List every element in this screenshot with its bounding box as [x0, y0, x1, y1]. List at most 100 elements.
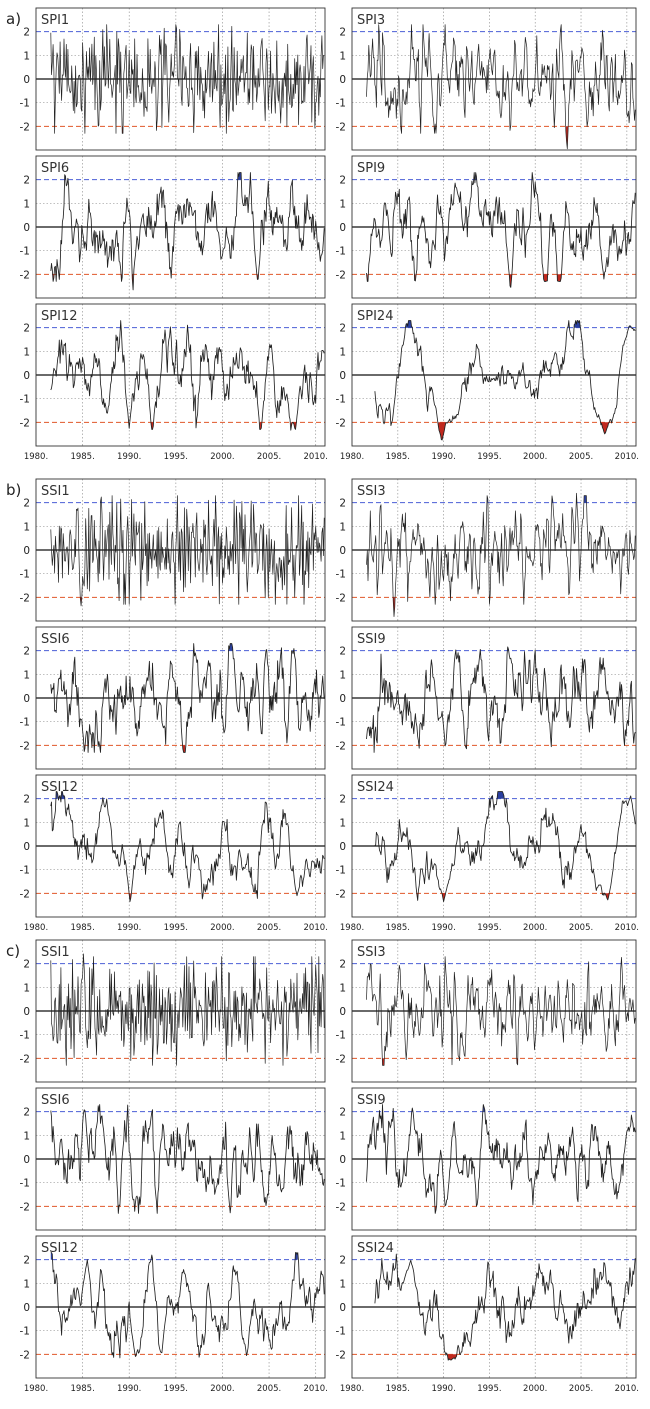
x-tick-label: 2005. [569, 923, 593, 933]
panel-frame [351, 1087, 637, 1231]
panel-frame [35, 1235, 326, 1379]
y-tick-label: 0 [23, 74, 30, 86]
panel-title: SPI12 [41, 309, 77, 324]
series-line [50, 953, 325, 1066]
group-label: c) [6, 942, 20, 960]
x-tick-label: 2005. [569, 452, 593, 462]
x-tick-label: 1985. [386, 923, 410, 933]
extreme-fill [557, 274, 562, 282]
panel-frame [351, 7, 637, 151]
y-tick-label: -2 [20, 1349, 30, 1361]
x-tick-label: 2010. [304, 452, 328, 462]
x-tick-label: 2005. [257, 923, 281, 933]
extreme-fill [238, 172, 242, 180]
series-line [366, 1104, 636, 1214]
x-tick-label: 1995. [164, 923, 188, 933]
y-tick-label: -1 [336, 1326, 346, 1338]
x-tick-label: 1980. [340, 1384, 364, 1394]
series-line [50, 172, 325, 291]
y-tick-label: -2 [20, 888, 30, 900]
x-tick-label: 2000. [523, 452, 547, 462]
panel-title: SSI24 [357, 1241, 394, 1256]
y-tick-label: 1 [23, 1278, 30, 1290]
extreme-fill [543, 274, 548, 282]
x-tick-label: 1985. [70, 923, 94, 933]
x-tick-label: 2005. [257, 1384, 281, 1394]
y-tick-label: -2 [336, 1349, 346, 1361]
y-tick-label: -2 [20, 417, 30, 429]
panel-title: SSI3 [357, 484, 386, 499]
y-tick-label: 2 [339, 646, 346, 658]
panel-ssi3: SSI3 -2 -1 0 1 2 [336, 939, 637, 1083]
x-tick-label: 2005. [569, 1384, 593, 1394]
panel-title: SSI1 [41, 484, 70, 499]
x-tick-label: 1980. [24, 452, 48, 462]
y-tick-label: -2 [336, 121, 346, 133]
y-tick-label: -1 [20, 569, 30, 581]
panel-title: SPI6 [41, 161, 69, 176]
group-label: b) [6, 481, 21, 499]
y-tick-label: 2 [23, 959, 30, 971]
panel-title: SSI9 [357, 632, 386, 647]
y-tick-label: 2 [339, 498, 346, 510]
panel-frame [35, 1087, 326, 1231]
panel-ssi9: SSI9 -2 -1 0 1 2 [336, 626, 637, 770]
panel-frame [35, 7, 326, 151]
panel-frame [351, 774, 637, 918]
y-tick-label: -1 [20, 1178, 30, 1190]
panel-title: SSI6 [41, 1093, 70, 1108]
extreme-fill [497, 791, 504, 799]
y-tick-label: 0 [23, 841, 30, 853]
y-tick-label: 1 [23, 817, 30, 829]
y-tick-label: -2 [336, 592, 346, 604]
x-tick-label: 1995. [477, 452, 501, 462]
y-tick-label: 2 [339, 1107, 346, 1119]
y-tick-label: 0 [23, 1006, 30, 1018]
x-tick-label: 2000. [523, 1384, 547, 1394]
y-tick-label: -1 [336, 569, 346, 581]
y-tick-label: -1 [336, 98, 346, 110]
panel-frame [35, 774, 326, 918]
x-tick-label: 1985. [386, 452, 410, 462]
panel-title: SSI6 [41, 632, 70, 647]
x-tick-label: 1995. [164, 452, 188, 462]
panel-ssi9: SSI9 -2 -1 0 1 2 [336, 1087, 637, 1231]
y-tick-label: 2 [23, 794, 30, 806]
series-line [366, 492, 636, 617]
y-tick-label: -2 [20, 269, 30, 281]
y-tick-label: 2 [23, 323, 30, 335]
panel-ssi12: SSI12 -2 -1 0 1 2 1980. 1985. 1990. 1995. 2000. 200… [20, 1235, 328, 1394]
y-tick-label: 2 [339, 1255, 346, 1267]
x-tick-label: 2000. [210, 1384, 234, 1394]
panel-title: SPI24 [357, 309, 393, 324]
y-tick-label: 0 [23, 222, 30, 234]
series-line [366, 956, 636, 1066]
y-tick-label: -1 [20, 98, 30, 110]
panel-ssi3: SSI3 -2 -1 0 1 2 [336, 478, 637, 622]
panel-title: SPI3 [357, 13, 385, 28]
panel-spi6: SPI6 -2 -1 0 1 2 [20, 155, 326, 299]
panel-frame [35, 939, 326, 1083]
x-tick-label: 2000. [210, 923, 234, 933]
x-tick-label: 1980. [24, 1384, 48, 1394]
y-tick-label: 2 [23, 175, 30, 187]
y-tick-label: 0 [23, 693, 30, 705]
panel-spi3: SPI3 -2 -1 0 1 2 [336, 7, 637, 151]
y-tick-label: 1 [339, 817, 346, 829]
panel-ssi6: SSI6 -2 -1 0 1 2 [20, 1087, 326, 1231]
x-tick-label: 1995. [477, 1384, 501, 1394]
y-tick-label: 1 [339, 1130, 346, 1142]
panel-frame [351, 939, 637, 1083]
y-tick-label: 2 [23, 498, 30, 510]
x-tick-label: 2000. [523, 923, 547, 933]
y-tick-label: 1 [339, 982, 346, 994]
series-line [50, 1252, 325, 1359]
panel-frame [351, 626, 637, 770]
y-tick-label: 1 [23, 198, 30, 210]
y-tick-label: 0 [339, 693, 346, 705]
panel-frame [35, 303, 326, 447]
y-tick-label: 2 [23, 646, 30, 658]
series-line [374, 320, 636, 441]
x-tick-label: 1985. [70, 452, 94, 462]
panel-spi24: SPI24 -2 -1 0 1 2 1980. 1985. 1990. 1995. 2000. 200… [336, 303, 639, 462]
